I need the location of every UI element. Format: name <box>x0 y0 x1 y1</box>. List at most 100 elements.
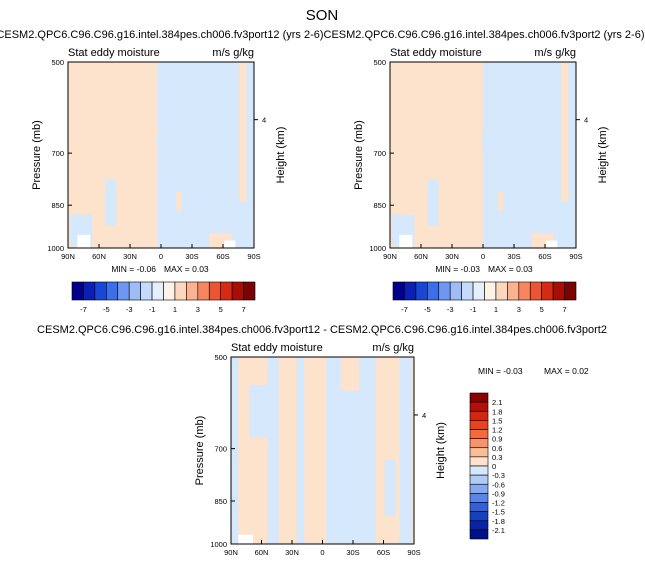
x-tick-label: 90N <box>61 252 75 261</box>
colorbar-swatch <box>469 502 489 512</box>
x-tick-label: 30N <box>285 548 299 557</box>
colorbar-label: -2.1 <box>492 526 505 535</box>
max-label: MAX = 0.02 <box>544 366 589 376</box>
colorbar-swatch <box>518 281 531 301</box>
max-label: MAX = 0.03 <box>488 264 533 274</box>
colorbar-swatch <box>117 281 130 301</box>
y-tick-label: 700 <box>373 149 386 158</box>
colorbar-swatch <box>163 281 176 301</box>
colorbar-swatch <box>83 281 96 301</box>
colorbar-swatch <box>469 520 489 531</box>
colorbar-label: -3 <box>126 305 133 314</box>
missing-region <box>77 234 91 248</box>
x-tick-label: 30S <box>507 252 520 261</box>
x-tick-label: 30S <box>346 548 359 557</box>
x-tick-label: 60N <box>92 252 106 261</box>
y-right-axis-label: Height (km) <box>435 422 447 479</box>
x-tick-label: 90N <box>224 548 238 557</box>
missing-region <box>224 240 236 248</box>
colorbar-swatch <box>469 429 489 439</box>
y-tick-label: 700 <box>214 445 227 454</box>
x-tick-label: 90S <box>407 548 420 557</box>
colorbar-swatch <box>469 438 489 449</box>
y-tick-label: 500 <box>51 58 64 67</box>
colorbar-label: 0.3 <box>492 453 502 462</box>
colorbar-label: -7 <box>80 305 87 314</box>
colorbar-label: 3 <box>196 305 200 314</box>
negative-region <box>249 385 268 438</box>
colorbar: -7 -5 -3 -1 1 3 5 7 <box>71 281 256 314</box>
colorbar-swatch <box>186 281 199 301</box>
colorbar-label: 2.1 <box>492 398 502 407</box>
heatmap-field <box>390 62 576 248</box>
negative-region <box>427 179 439 226</box>
y-right-axis-label: Height (km) <box>275 127 287 184</box>
negative-region <box>231 357 239 544</box>
colorbar-label: -1.5 <box>492 508 505 517</box>
colorbar-swatch <box>541 281 554 301</box>
missing-region <box>399 234 413 248</box>
negative-region <box>105 179 117 226</box>
colorbar-swatch <box>469 511 489 522</box>
colorbar-swatch <box>128 281 141 301</box>
colorbar-swatch <box>469 401 489 412</box>
colorbar-swatch <box>552 281 565 301</box>
x-tick-label: 90N <box>383 252 397 261</box>
colorbar-swatch <box>469 447 489 458</box>
colorbar-label: 1 <box>173 305 177 314</box>
chart-title: CESM2.QPC6.C96.C96.g16.intel.384pes.ch00… <box>37 324 607 336</box>
positive-region <box>497 192 504 211</box>
y-right-tick-label: 4 <box>584 116 588 125</box>
negative-region <box>157 62 254 248</box>
colorbar-swatch <box>197 281 210 301</box>
x-tick-label: 30N <box>123 252 137 261</box>
colorbar-label: 1.8 <box>492 407 502 416</box>
y-tick-label: 1000 <box>210 540 227 549</box>
colorbar-label: 5 <box>540 305 544 314</box>
colorbar-swatch <box>461 281 474 301</box>
colorbar-swatch <box>507 281 520 301</box>
x-tick-label: 60S <box>216 252 229 261</box>
colorbar-label: -1 <box>470 305 477 314</box>
positive-region <box>561 62 569 202</box>
x-tick-label: 60N <box>414 252 428 261</box>
colorbar-swatch <box>208 281 221 301</box>
colorbar-swatch <box>469 493 489 503</box>
colorbar-label: -0.9 <box>492 489 505 498</box>
colorbar-label: 0.9 <box>492 435 502 444</box>
colorbar: 2.11.81.51.20.90.60.30-0.3-0.6-0.9-1.2-1… <box>469 392 505 540</box>
colorbar-swatch <box>469 483 489 494</box>
negative-region <box>267 357 279 544</box>
colorbar-swatch <box>469 465 489 476</box>
min-label: MIN = -0.03 <box>478 366 523 376</box>
chart-panel-3: CESM2.QPC6.C96.C96.g16.intel.384pes.ch00… <box>37 324 607 557</box>
colorbar-swatch <box>529 281 542 301</box>
positive-region <box>175 192 182 211</box>
colorbar-label: 7 <box>241 305 245 314</box>
variable-label: Stat eddy moisture <box>68 47 160 59</box>
colorbar-swatch <box>472 281 485 301</box>
y-tick-label: 850 <box>51 201 64 210</box>
colorbar-label: 1.5 <box>492 416 502 425</box>
colorbar-swatch <box>174 281 187 301</box>
colorbar-label: 1 <box>494 305 498 314</box>
colorbar-label: -5 <box>424 305 431 314</box>
units-label: m/s g/kg <box>534 47 576 59</box>
colorbar-swatch <box>438 281 451 301</box>
y-tick-label: 850 <box>373 201 386 210</box>
colorbar-swatch <box>243 281 256 301</box>
colorbar-label: -0.3 <box>492 471 505 480</box>
min-label: MIN = -0.03 <box>435 264 480 274</box>
colorbar-swatch <box>469 420 489 430</box>
colorbar-swatch <box>449 281 462 301</box>
colorbar-swatch <box>469 410 489 421</box>
colorbar-swatch <box>231 281 244 301</box>
y-right-axis-label: Height (km) <box>597 127 609 184</box>
x-tick-label: 60S <box>538 252 551 261</box>
y-tick-label: 850 <box>214 497 227 506</box>
chart-panel-1: CESM2.QPC6.C96.C96.g16.intel.384pes.ch00… <box>0 29 324 314</box>
colorbar-label: 0.6 <box>492 444 502 453</box>
y-right-tick-label: 4 <box>422 411 426 420</box>
colorbar-label: -0.6 <box>492 480 505 489</box>
